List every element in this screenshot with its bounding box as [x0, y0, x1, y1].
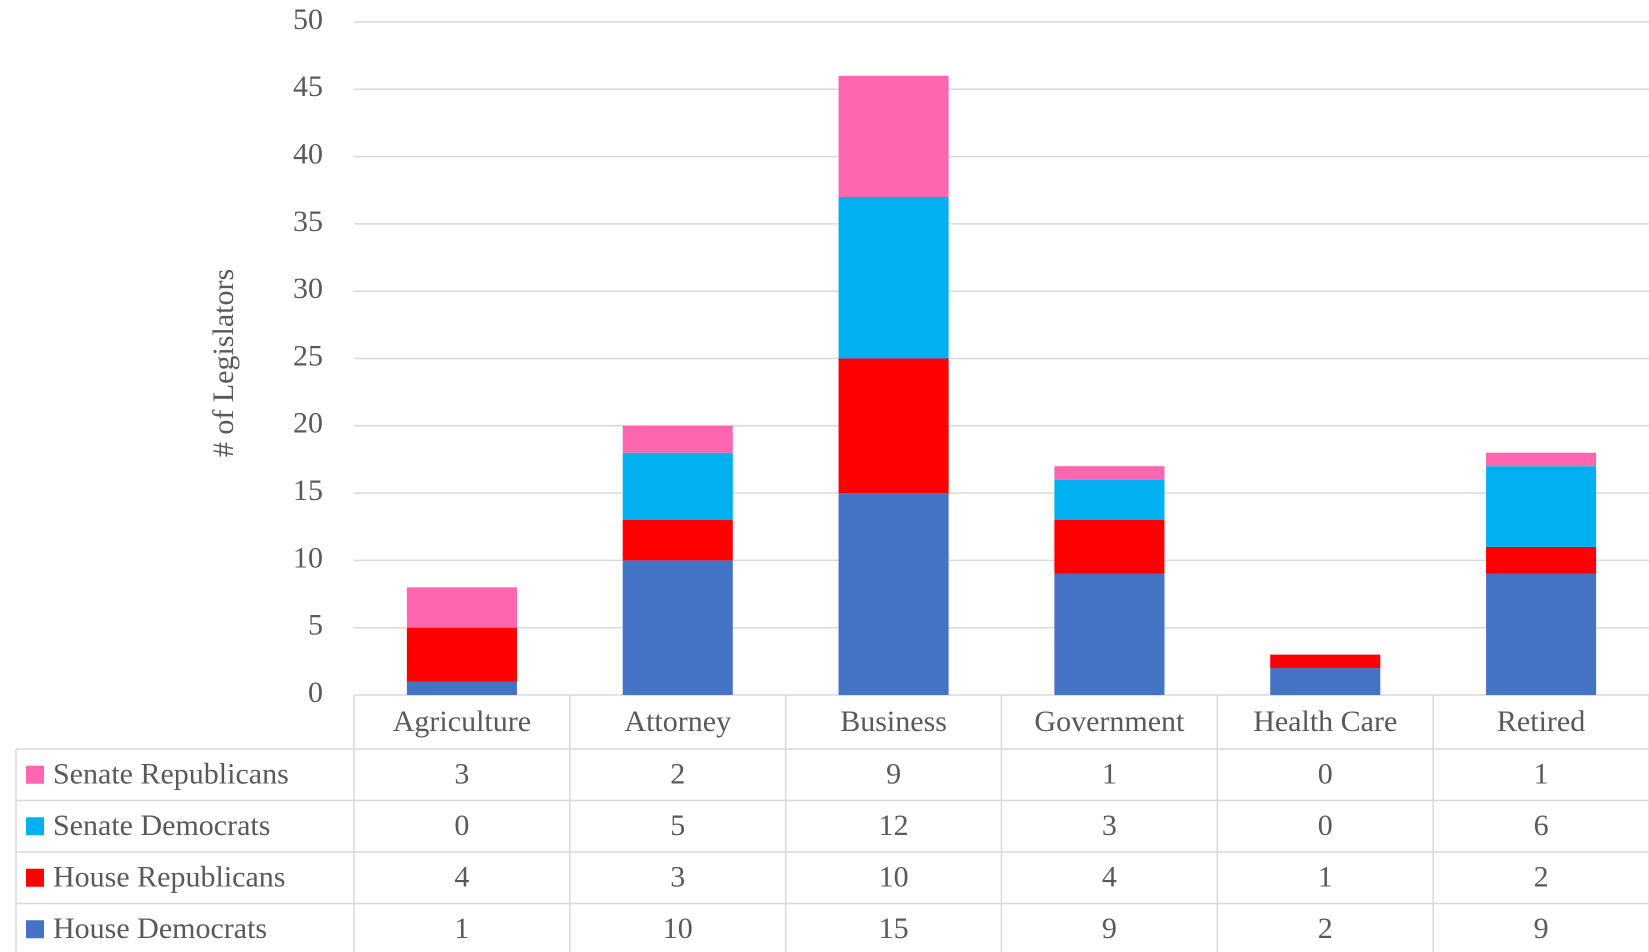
legend-label: Senate Republicans — [53, 758, 289, 791]
bar-segment — [1486, 452, 1597, 467]
bar-segment — [622, 425, 733, 453]
table-value: 2 — [1318, 912, 1333, 945]
y-tick-label: 0 — [308, 676, 323, 709]
bar-segment — [1486, 546, 1597, 574]
bar-segment — [1054, 520, 1165, 574]
table-value: 1 — [1102, 758, 1117, 791]
table-value: 15 — [879, 912, 909, 945]
table-value: 9 — [1534, 912, 1549, 945]
bar-segment — [1270, 668, 1381, 695]
bar-segment — [1270, 654, 1381, 669]
bar-segment — [838, 196, 949, 359]
legend-swatch — [26, 920, 44, 939]
table-value: 0 — [1318, 809, 1333, 842]
y-tick-label: 30 — [293, 272, 323, 305]
table-value: 4 — [1102, 861, 1117, 894]
table-value: 2 — [670, 758, 685, 791]
bar-segment — [1486, 573, 1597, 695]
table-value: 9 — [1102, 912, 1117, 945]
table-value: 6 — [1534, 809, 1549, 842]
legend-label: House Democrats — [53, 912, 267, 945]
y-axis-label: # of Legislators — [207, 269, 240, 457]
legend-swatch — [26, 765, 44, 784]
bar-segment — [838, 75, 949, 197]
bar-segment — [838, 358, 949, 494]
bar-segment — [1054, 479, 1165, 521]
y-tick-label: 25 — [293, 339, 323, 372]
y-tick-label: 10 — [293, 541, 323, 574]
table-value: 3 — [1102, 809, 1117, 842]
x-tick-label: Health Care — [1253, 705, 1397, 738]
y-tick-label: 15 — [293, 474, 323, 507]
x-tick-label: Agriculture — [393, 705, 531, 738]
y-tick-label: 35 — [293, 205, 323, 238]
table-value: 9 — [886, 758, 901, 791]
x-tick-label: Attorney — [624, 705, 731, 738]
table-value: 0 — [454, 809, 469, 842]
y-tick-label: 50 — [293, 3, 323, 36]
table-value: 1 — [1318, 861, 1333, 894]
x-tick-label: Business — [840, 705, 947, 738]
table-value: 1 — [1534, 758, 1549, 791]
legend-swatch — [26, 868, 44, 887]
bar-segment — [622, 520, 733, 561]
bar-segment — [622, 560, 733, 695]
bar-segment — [622, 452, 733, 521]
table-value: 1 — [454, 912, 469, 945]
y-tick-label: 5 — [308, 609, 323, 642]
bar-segment — [1054, 573, 1165, 695]
table-value: 10 — [879, 861, 909, 894]
y-tick-label: 40 — [293, 137, 323, 170]
bar-segment — [406, 587, 517, 628]
bar-segment — [406, 627, 517, 682]
legend-label: Senate Democrats — [53, 809, 270, 842]
bar-segment — [1486, 466, 1597, 547]
table-value: 0 — [1318, 758, 1333, 791]
bar-segment — [1054, 466, 1165, 480]
x-tick-label: Retired — [1497, 705, 1585, 738]
y-tick-label: 45 — [293, 70, 323, 103]
bar-segment — [406, 681, 517, 695]
bar-segment — [838, 493, 949, 695]
table-value: 2 — [1534, 861, 1549, 894]
table-value: 5 — [670, 809, 685, 842]
y-tick-label: 20 — [293, 407, 323, 440]
legend-swatch — [26, 817, 44, 836]
table-value: 10 — [663, 912, 693, 945]
table-value: 12 — [879, 809, 909, 842]
table-value: 4 — [454, 861, 469, 894]
table-value: 3 — [454, 758, 469, 791]
table-value: 3 — [670, 861, 685, 894]
x-tick-label: Government — [1034, 705, 1185, 738]
legend-label: House Republicans — [53, 861, 285, 894]
